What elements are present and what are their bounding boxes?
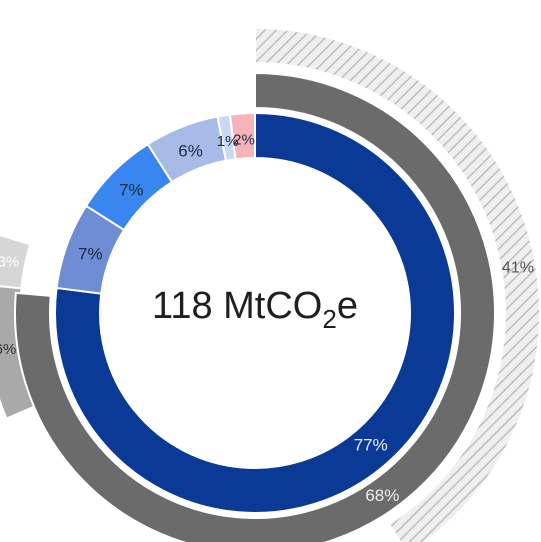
center-unit-suffix: e xyxy=(337,285,358,327)
inner-segment-4-label: 6% xyxy=(178,141,203,160)
inner-segment-6-label: 2% xyxy=(233,131,255,148)
labels-layer: 41% 3% 6% 68% 77% 7% 7% 6% 1%2% xyxy=(0,131,534,505)
outer-segment-3 xyxy=(0,233,32,290)
middle-segment-68-label: 68% xyxy=(365,486,399,505)
outer-segment-41-label: 41% xyxy=(502,260,534,277)
inner-segment-6 xyxy=(228,111,256,161)
inner-segment-1 xyxy=(54,111,456,514)
inner-segment-3-label: 7% xyxy=(119,180,144,199)
center-number: 118 xyxy=(152,285,213,327)
center-unit: MtCO xyxy=(223,285,322,327)
center-unit-subscript: 2 xyxy=(322,304,336,334)
outer-segment-41 xyxy=(254,26,541,542)
donut-hole xyxy=(105,163,405,463)
middle-segment-68 xyxy=(14,71,496,542)
outer-segment-3-label: 3% xyxy=(0,254,19,271)
center-total-label: 118 MtCO2e xyxy=(152,285,358,334)
arcs-layer xyxy=(0,26,541,542)
outer-segment-6-label: 6% xyxy=(0,341,16,358)
inner-segment-2-label: 7% xyxy=(78,245,103,264)
inner-segment-5-label: 1% xyxy=(217,133,239,150)
inner-segment-1-label: 77% xyxy=(354,435,388,454)
